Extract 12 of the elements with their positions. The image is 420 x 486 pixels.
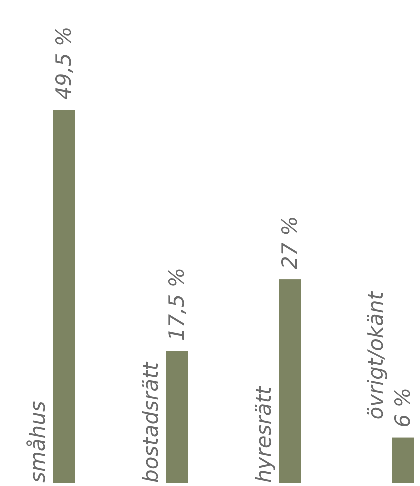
x-tick-label: småhus xyxy=(26,401,50,483)
x-tick-label: hyresrätt xyxy=(252,386,276,483)
data-label: 17,5 % xyxy=(165,268,189,342)
x-tick-label: bostadsrätt xyxy=(139,362,163,483)
x-tick-label: övrigt/okänt xyxy=(364,291,388,420)
bar xyxy=(166,351,188,483)
data-label: 27 % xyxy=(278,216,302,270)
data-label: 49,5 % xyxy=(52,26,76,100)
data-label: 6 % xyxy=(391,388,415,428)
bar xyxy=(392,438,414,483)
bar xyxy=(279,280,301,483)
bar xyxy=(53,110,75,483)
